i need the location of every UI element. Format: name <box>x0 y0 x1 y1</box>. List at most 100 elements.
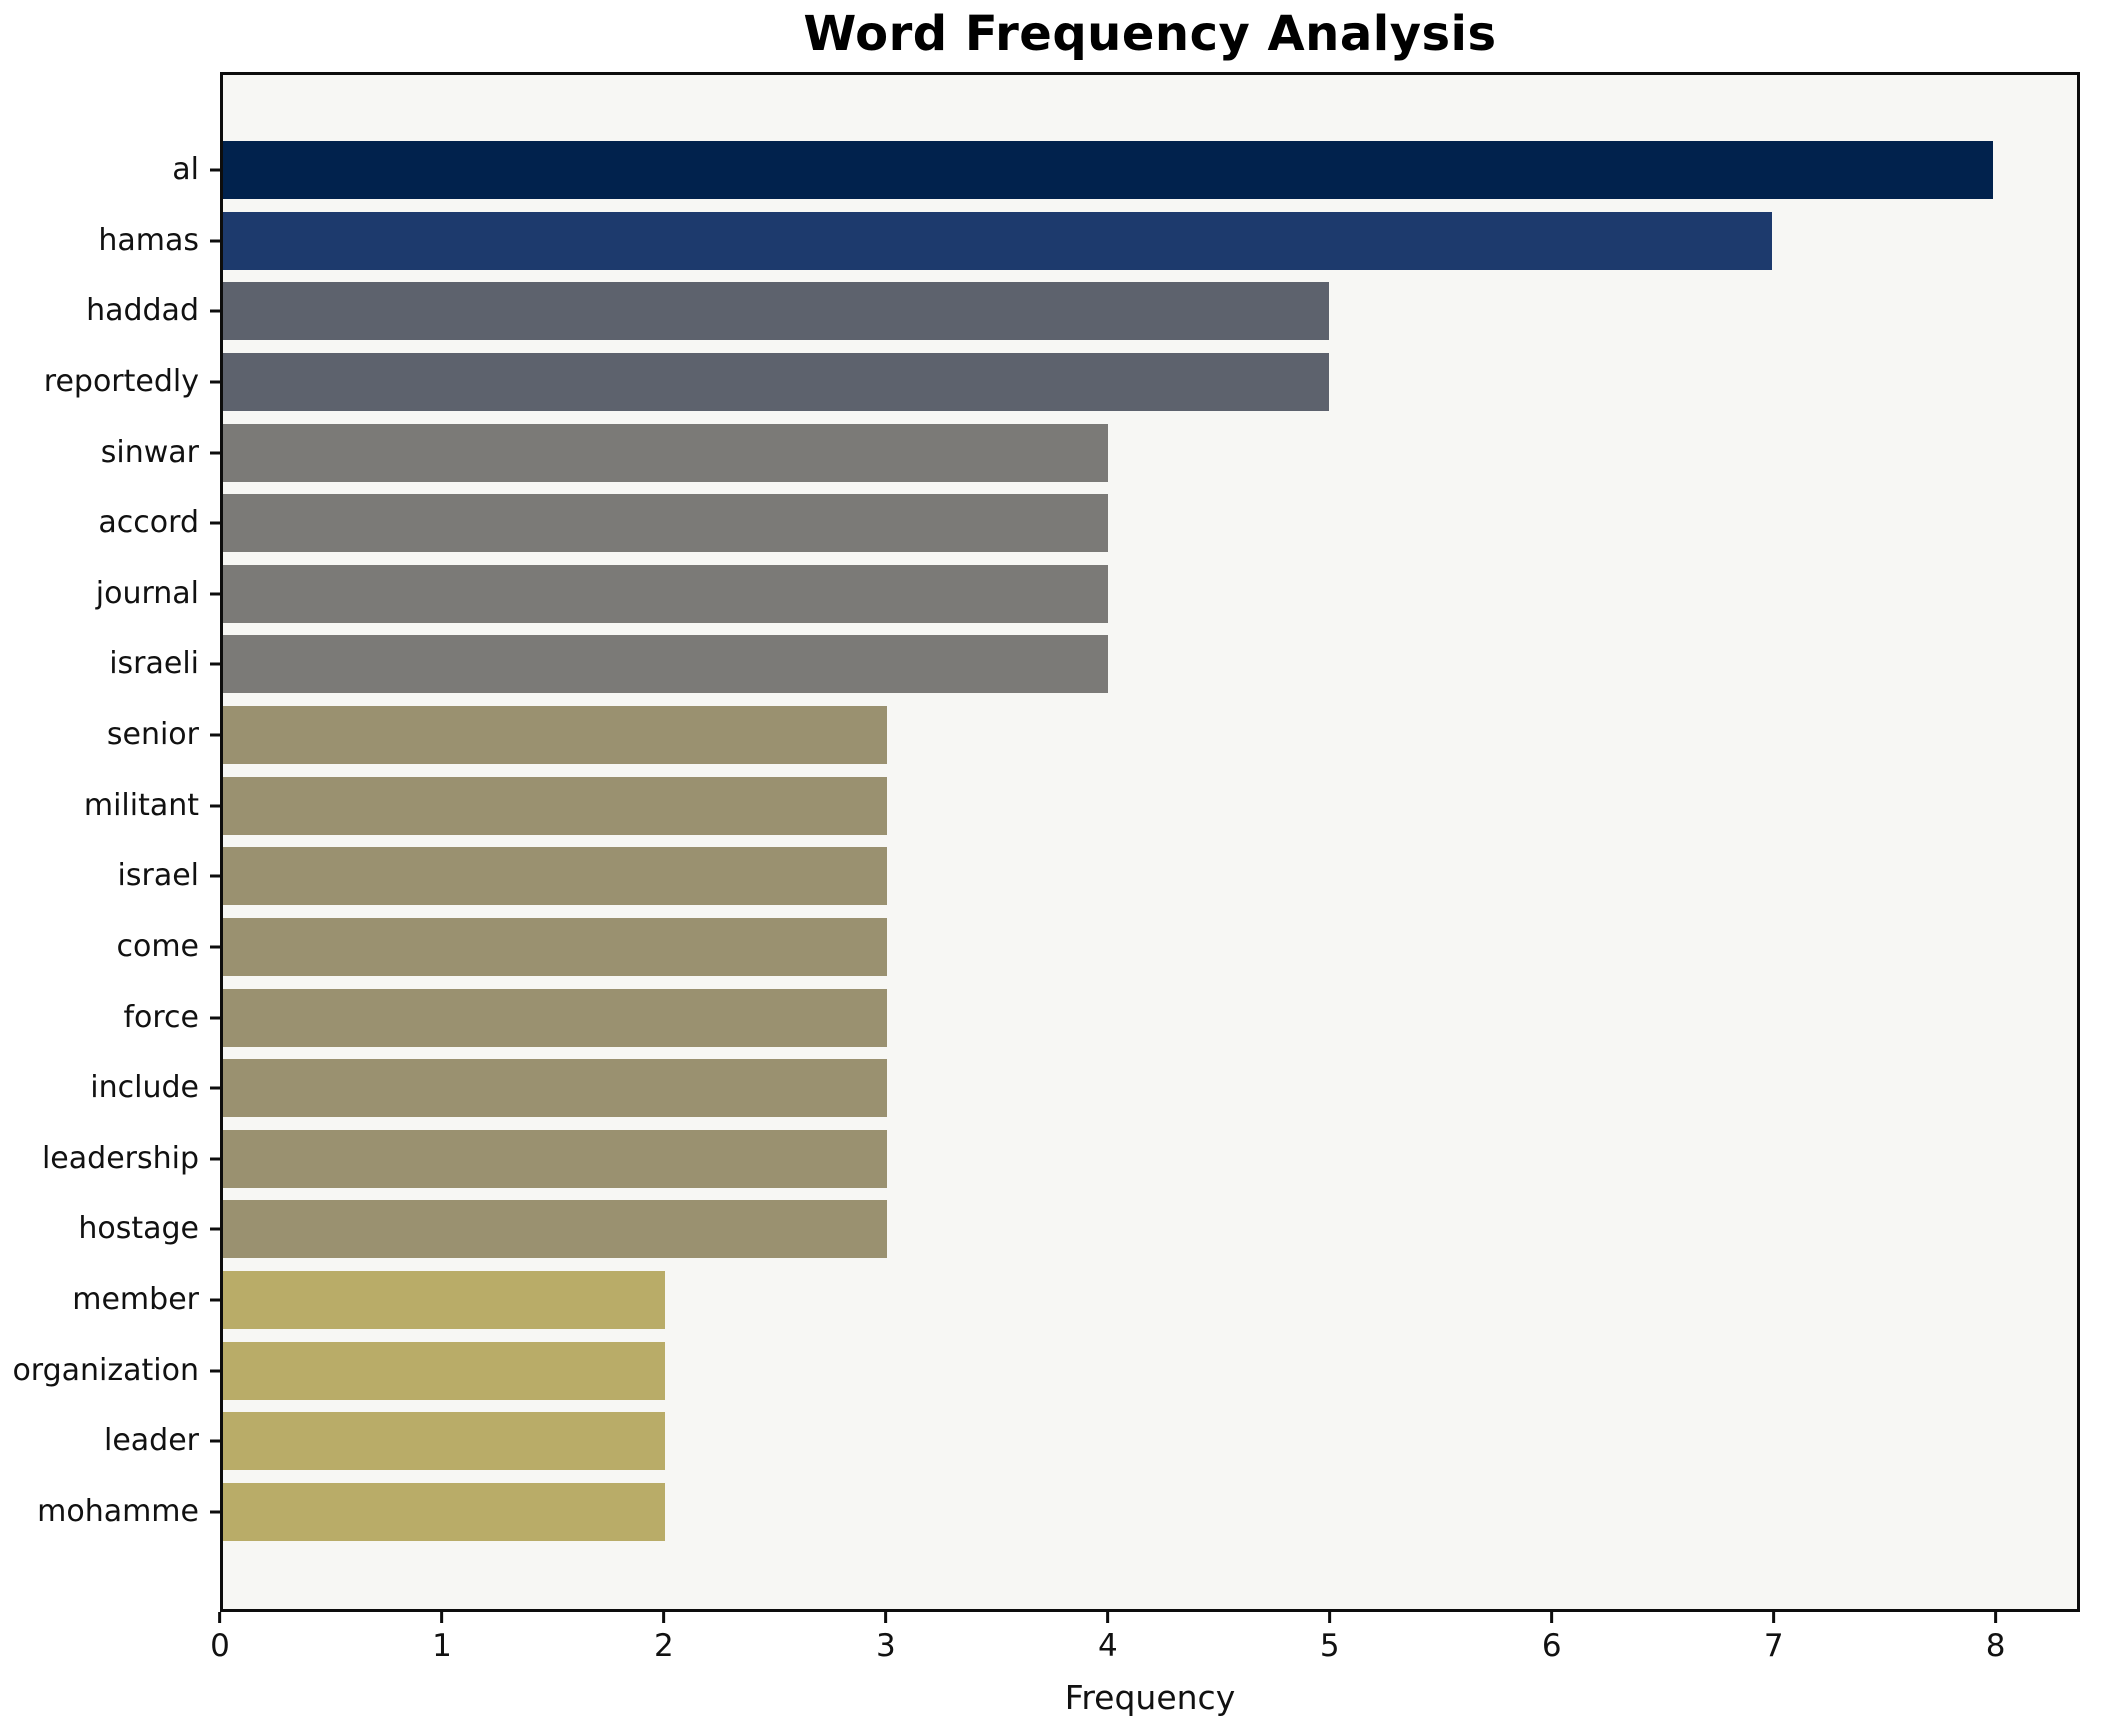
bar-hamas <box>223 211 1772 270</box>
y-tick-label: israel <box>117 858 199 894</box>
bar-row: organization <box>12 1341 2077 1400</box>
bar-accord <box>223 494 1108 553</box>
bar-organization <box>223 1341 666 1400</box>
bar-row: militant <box>84 776 2077 835</box>
y-tick-label: force <box>123 999 199 1035</box>
bar-row: journal <box>96 564 2077 623</box>
y-tick-mark <box>210 945 220 949</box>
bar-row: force <box>123 988 2077 1047</box>
y-tick-mark <box>210 1510 220 1514</box>
bar-journal <box>223 564 1108 623</box>
bar-row: leadership <box>42 1129 2077 1188</box>
y-tick-mark <box>210 874 220 878</box>
bar-row: sinwar <box>101 423 2077 482</box>
x-axis-label: Frequency <box>1064 1678 1236 1717</box>
x-tick: 3 <box>876 1612 896 1662</box>
x-tick-label: 8 <box>1985 1628 2006 1664</box>
bar-haddad <box>223 282 1330 341</box>
x-tick-mark <box>662 1612 666 1623</box>
bar-row: accord <box>98 494 2077 553</box>
chart-title: Word Frequency Analysis <box>803 6 1497 62</box>
y-tick-label: haddad <box>86 293 199 329</box>
y-tick-mark <box>210 1157 220 1161</box>
y-tick-mark <box>210 521 220 525</box>
bar-israel <box>223 847 887 906</box>
y-tick-label: reportedly <box>43 363 199 399</box>
y-tick-mark <box>210 239 220 243</box>
bar-row: al <box>172 141 2077 199</box>
x-tick: 6 <box>1542 1612 1562 1662</box>
y-tick-label: al <box>172 152 199 187</box>
x-tick-mark <box>1772 1612 1776 1623</box>
bar-member <box>223 1271 666 1329</box>
x-tick: 7 <box>1764 1612 1784 1662</box>
x-tick-label: 3 <box>875 1628 896 1664</box>
y-tick-mark <box>210 1016 220 1019</box>
plot-area: al hamas haddad reportedly sinwar accord journ… <box>12 72 2080 1612</box>
x-tick: 0 <box>210 1612 230 1662</box>
y-tick-mark <box>210 451 220 454</box>
bar-row: member <box>72 1271 2077 1329</box>
y-tick-mark <box>210 168 220 172</box>
x-tick-mark <box>218 1612 222 1623</box>
x-tick-label: 4 <box>1097 1628 1118 1664</box>
x-tick-label: 0 <box>210 1628 230 1664</box>
x-tick-label: 1 <box>432 1628 452 1664</box>
bar-senior <box>223 706 887 764</box>
bar-militant <box>223 776 887 835</box>
y-tick-label: come <box>116 928 199 964</box>
bar-row: leader <box>104 1412 2077 1471</box>
y-tick-label: leadership <box>41 1140 199 1176</box>
bar-row: hamas <box>98 211 2077 270</box>
bar-row: come <box>116 917 2077 976</box>
x-tick-mark <box>1994 1612 1998 1623</box>
bar-row: include <box>90 1059 2077 1118</box>
bar-row: senior <box>107 706 2077 764</box>
y-tick-mark <box>210 1227 220 1231</box>
y-tick-mark <box>210 309 220 313</box>
bar-al <box>223 141 1993 199</box>
x-tick-mark <box>1106 1612 1110 1623</box>
y-tick-label: mohamme <box>37 1493 199 1529</box>
y-tick-mark <box>210 380 220 384</box>
y-tick-label: sinwar <box>100 434 199 470</box>
x-axis-ticks: 0 1 2 3 4 5 6 7 8 <box>210 1612 2080 1682</box>
y-tick-label: organization <box>12 1352 199 1388</box>
y-tick-mark <box>210 1369 220 1373</box>
bar-leadership <box>223 1129 887 1188</box>
bar-force <box>223 988 887 1047</box>
y-tick-label: israeli <box>109 646 199 682</box>
bar-row: israeli <box>109 635 2077 694</box>
x-tick: 2 <box>654 1612 674 1662</box>
bar-row: mohamme <box>37 1482 2077 1541</box>
x-tick: 5 <box>1320 1612 1340 1662</box>
x-tick-mark <box>884 1612 888 1623</box>
bar-row: haddad <box>86 282 2077 341</box>
y-tick-mark <box>210 1439 220 1443</box>
bar-leader <box>223 1412 666 1471</box>
bar-row: israel <box>118 847 2077 906</box>
bars-container: al hamas haddad reportedly sinwar accord journ… <box>12 75 2077 1609</box>
y-tick-mark <box>210 662 220 666</box>
y-tick-mark <box>210 1086 220 1090</box>
x-tick: 8 <box>1986 1612 2006 1662</box>
x-tick-label: 5 <box>1319 1628 1340 1664</box>
y-tick-label: journal <box>95 575 199 611</box>
x-tick-label: 6 <box>1541 1628 1562 1664</box>
y-tick-label: accord <box>98 505 199 541</box>
bar-hostage <box>223 1200 887 1259</box>
bar-israeli <box>223 635 1108 694</box>
y-tick-label: hostage <box>78 1211 199 1247</box>
y-tick-label: member <box>72 1282 199 1317</box>
bar-come <box>223 917 887 976</box>
x-tick-label: 2 <box>654 1628 674 1664</box>
y-tick-mark <box>210 733 220 737</box>
y-tick-label: militant <box>83 787 199 823</box>
bar-include <box>223 1059 887 1118</box>
y-tick-mark <box>210 592 220 596</box>
x-tick-mark <box>440 1612 444 1623</box>
y-tick-mark <box>210 1298 220 1302</box>
bar-reportedly <box>223 352 1330 411</box>
y-tick-mark <box>210 804 220 808</box>
